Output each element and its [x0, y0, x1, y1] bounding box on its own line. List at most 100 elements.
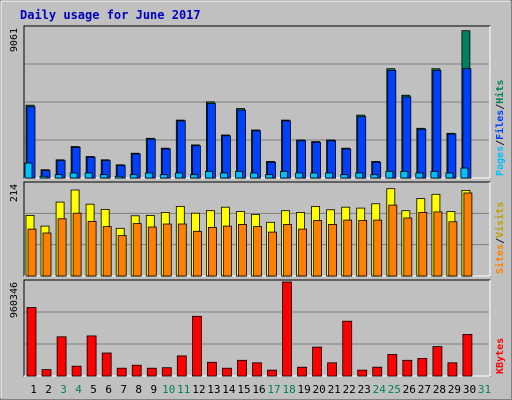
bar-sites-day-25	[388, 204, 398, 277]
bar-kbytes-day-1	[26, 307, 37, 377]
bar-files-day-21	[327, 140, 337, 179]
bar-pages-day-2	[39, 175, 48, 179]
x-tick-label-day-28: 28	[433, 383, 446, 396]
x-tick-label-day-22: 22	[343, 383, 356, 396]
bar-sites-day-26	[403, 217, 413, 277]
bar-pages-day-27	[415, 172, 424, 179]
bar-pages-day-4	[69, 172, 78, 179]
bar-pages-day-21	[325, 172, 334, 179]
bar-sites-day-7	[117, 235, 127, 277]
bar-sites-day-23	[358, 220, 368, 277]
bar-kbytes-day-29	[447, 362, 458, 377]
bar-sites-day-1	[27, 228, 37, 277]
bar-kbytes-day-25	[387, 354, 398, 377]
bar-files-day-23	[357, 116, 367, 179]
bar-sites-day-19	[298, 228, 308, 277]
bar-files-day-12	[191, 145, 201, 179]
bar-pages-day-23	[355, 172, 364, 179]
x-tick-label-day-13: 13	[207, 383, 220, 396]
bar-kbytes-day-2	[41, 369, 52, 377]
bar-sites-day-8	[132, 223, 142, 277]
panel-legend: KBytes	[495, 338, 506, 374]
bar-sites-day-3	[57, 218, 67, 277]
bar-pages-day-17	[265, 174, 273, 179]
x-axis-labels: 1 2 3 4 5 6 7 8 9 10 11 12 13 14 15 16 17 18 19 20 21 22 23 24 2…	[30, 383, 491, 396]
bar-sites-day-4	[72, 212, 82, 277]
bar-pages-day-24	[370, 174, 379, 179]
x-tick-label-day-8: 8	[135, 383, 142, 396]
chart-title: Daily usage for June 2017	[20, 8, 201, 22]
x-tick-label-day-27: 27	[418, 383, 431, 396]
bar-pages-day-26	[400, 170, 409, 179]
bar-files-day-22	[342, 148, 352, 179]
bar-kbytes-day-20	[312, 346, 323, 377]
panel-legend: Pages/Files/Hits	[494, 80, 506, 176]
bar-kbytes-day-17	[267, 369, 277, 377]
x-tick-label-day-9: 9	[150, 383, 157, 396]
chart-panels: 9061Pages/Files/Hits214Sites/Visits96034…	[9, 25, 506, 377]
bar-kbytes-day-27	[417, 357, 428, 377]
bar-sites-day-13	[207, 226, 217, 277]
bar-kbytes-day-12	[191, 315, 202, 377]
bar-pages-day-18	[280, 170, 288, 179]
bar-pages-day-20	[310, 172, 319, 179]
bar-files-day-28	[432, 70, 442, 179]
bar-pages-day-9	[144, 172, 153, 179]
x-tick-label-day-11: 11	[177, 383, 190, 396]
bar-pages-day-10	[159, 174, 168, 179]
bar-sites-day-6	[102, 226, 112, 277]
x-tick-label-day-23: 23	[358, 383, 371, 396]
bar-pages-day-28	[430, 170, 439, 179]
bar-pages-day-6	[99, 174, 108, 179]
bar-kbytes-day-7	[116, 367, 127, 377]
x-tick-label-day-7: 7	[120, 383, 127, 396]
bar-kbytes-day-21	[327, 362, 338, 377]
bar-kbytes-day-22	[342, 320, 353, 377]
x-tick-label-day-17: 17	[267, 383, 280, 396]
bar-pages-day-11	[174, 172, 183, 179]
legend-entry: Files	[494, 110, 506, 140]
bar-sites-day-9	[147, 226, 157, 277]
x-tick-label-day-31: 31	[478, 383, 491, 396]
bar-pages-day-13	[204, 170, 213, 179]
bar-sites-day-15	[238, 223, 247, 277]
x-tick-label-day-30: 30	[463, 383, 476, 396]
bar-kbytes-day-10	[161, 367, 172, 377]
x-tick-label-day-20: 20	[312, 383, 325, 396]
bar-pages-day-29	[445, 172, 454, 179]
x-tick-label-day-10: 10	[162, 383, 175, 396]
y-max-label: 214	[9, 184, 20, 202]
bar-sites-day-28	[433, 211, 443, 277]
bar-sites-day-5	[87, 220, 97, 277]
bar-kbytes-day-26	[402, 359, 413, 377]
panel-legend: Sites/Visits	[494, 202, 506, 274]
bar-files-day-10	[161, 148, 171, 179]
bar-kbytes-day-6	[101, 352, 112, 377]
bar-kbytes-day-9	[146, 367, 157, 377]
x-tick-label-day-3: 3	[60, 383, 67, 396]
bar-kbytes-day-14	[221, 367, 232, 377]
bar-pages-day-22	[340, 174, 349, 179]
y-max-label: 960346	[9, 282, 20, 318]
x-tick-label-day-19: 19	[297, 383, 310, 396]
bar-sites-day-14	[222, 225, 232, 277]
x-tick-label-day-26: 26	[403, 383, 416, 396]
legend-entry: KBytes	[495, 338, 506, 374]
panel-visits-sites: 214 Sites/Visits	[9, 181, 506, 277]
x-tick-label-day-21: 21	[328, 383, 341, 396]
bar-sites-day-12	[192, 230, 202, 277]
legend-entry: Pages	[495, 146, 506, 176]
bar-kbytes-day-3	[56, 336, 67, 377]
bar-kbytes-day-23	[357, 369, 368, 377]
bar-pages-day-7	[114, 175, 123, 179]
bar-kbytes-day-13	[206, 361, 217, 377]
bar-files-day-19	[297, 140, 307, 179]
bar-sites-day-2	[42, 232, 52, 277]
x-tick-label-day-2: 2	[45, 383, 52, 396]
bar-kbytes-day-11	[176, 355, 187, 377]
bar-kbytes-day-8	[131, 364, 142, 377]
legend-entry: Hits	[494, 80, 506, 104]
bar-kbytes-day-19	[297, 366, 308, 377]
bar-files-day-13	[206, 103, 216, 179]
